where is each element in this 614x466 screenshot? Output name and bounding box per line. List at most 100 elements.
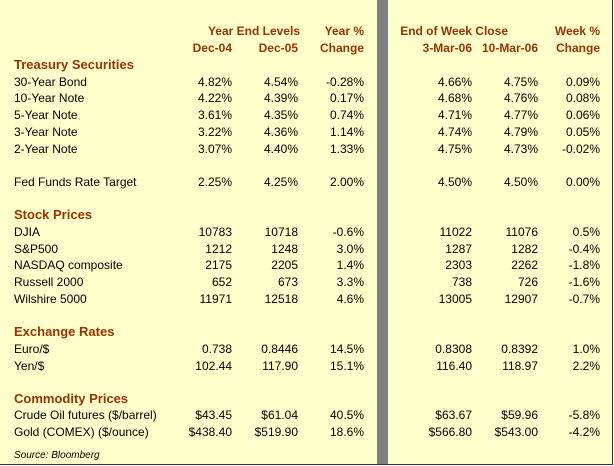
- cell: 1248: [271, 241, 298, 256]
- row-label: Fed Funds Rate Target: [14, 175, 137, 189]
- cell: 2303: [445, 258, 472, 273]
- cell: $63.67: [435, 408, 472, 423]
- cell: $61.04: [261, 408, 298, 423]
- cell: 1287: [445, 241, 472, 256]
- source: Source: Bloomberg: [14, 450, 100, 461]
- cell: 1.0%: [572, 341, 600, 356]
- cell: 738: [451, 275, 472, 290]
- cell: 4.77%: [503, 108, 538, 123]
- cell: 4.35%: [263, 108, 298, 123]
- row-label: 10-Year Note: [14, 91, 85, 106]
- cell: 118.97: [502, 358, 538, 373]
- section-title: Commodity Prices: [14, 390, 129, 406]
- cell: 2175: [205, 258, 232, 273]
- cell: 4.66%: [437, 74, 472, 89]
- cell: 0.17%: [329, 91, 364, 106]
- cell: $59.96: [501, 408, 538, 423]
- cell: -0.6%: [332, 224, 364, 239]
- cell: 11971: [199, 292, 232, 306]
- header-col: Change: [319, 41, 364, 55]
- cell: -0.28%: [325, 74, 364, 89]
- cell: 0.8392: [501, 341, 538, 356]
- cell: 0.74%: [329, 108, 364, 123]
- cell: 4.76%: [503, 91, 538, 106]
- row-label: NASDAQ composite: [14, 258, 123, 273]
- row-label: 2-Year Note: [14, 141, 78, 156]
- cell: 13005: [438, 292, 472, 306]
- cell: 15.1%: [329, 358, 364, 373]
- cell: 3.0%: [336, 241, 364, 256]
- cell: 0.8446: [261, 341, 298, 356]
- cell: 4.75%: [437, 141, 472, 156]
- row-label: 30-Year Bond: [14, 74, 87, 89]
- cell: -5.8%: [568, 408, 600, 423]
- cell: 0.09%: [565, 74, 600, 89]
- cell: -1.8%: [568, 258, 600, 273]
- cell: -0.7%: [568, 292, 600, 306]
- cell: 4.71%: [437, 108, 472, 123]
- cell: 2.25%: [197, 175, 232, 189]
- cell: $43.45: [195, 408, 232, 423]
- cell: 726: [517, 275, 538, 290]
- cell: $438.40: [188, 425, 232, 440]
- cell: 673: [277, 275, 298, 290]
- cell: 0.08%: [565, 91, 600, 106]
- cell: 4.68%: [437, 91, 472, 106]
- cell: 0.8308: [435, 341, 472, 356]
- cell: 4.40%: [263, 141, 298, 156]
- cell: $543.00: [494, 425, 538, 440]
- cell: -1.6%: [568, 275, 600, 290]
- cell: 11022: [439, 224, 472, 239]
- cell: 1212: [205, 241, 232, 256]
- cell: 4.74%: [437, 124, 472, 139]
- cell: 1.4%: [336, 258, 364, 273]
- cell: 10783: [198, 224, 232, 239]
- row-label: Wilshire 5000: [14, 292, 87, 306]
- header-group: End of Week Close: [400, 24, 508, 38]
- cell: -0.02%: [561, 141, 600, 156]
- divider: [377, 0, 388, 464]
- row-label: Euro/$: [14, 341, 50, 356]
- cell: 18.6%: [329, 425, 364, 440]
- cell: $566.80: [428, 425, 472, 440]
- cell: 4.25%: [263, 175, 298, 189]
- cell: 3.3%: [336, 275, 364, 290]
- cell: 0.738: [201, 341, 232, 356]
- header-col: Dec-04: [192, 41, 232, 55]
- header-col: 3-Mar-06: [422, 41, 472, 55]
- header-col: Change: [555, 41, 600, 55]
- cell: 4.22%: [197, 91, 232, 106]
- row-label: S&P500: [14, 241, 59, 256]
- cell: 652: [211, 275, 232, 290]
- section-title: Stock Prices: [14, 207, 93, 223]
- cell: 116.40: [436, 358, 472, 373]
- header-group: Year End Levels: [207, 24, 300, 38]
- cell: 102.44: [195, 358, 232, 373]
- header-col: 10-Mar-06: [481, 41, 538, 55]
- cell: 4.73%: [503, 141, 538, 156]
- cell: 0.00%: [565, 175, 600, 189]
- row-label: Crude Oil futures ($/barrel): [14, 408, 157, 423]
- cell: 1282: [511, 241, 538, 256]
- row-label: Russell 2000: [14, 275, 84, 290]
- cell: 4.6%: [336, 292, 364, 306]
- cell: 2.00%: [329, 175, 364, 189]
- section-title: Treasury Securities: [14, 57, 134, 72]
- cell: 11076: [505, 224, 538, 239]
- cell: -0.4%: [568, 241, 600, 256]
- cell: 4.39%: [263, 91, 298, 106]
- cell: 2262: [511, 258, 538, 273]
- section-title: Exchange Rates: [14, 324, 115, 340]
- cell: 3.07%: [197, 141, 232, 156]
- cell: 0.5%: [572, 224, 600, 239]
- header-col: Year %: [324, 24, 364, 38]
- row-label: 3-Year Note: [14, 124, 78, 139]
- row-label: DJIA: [14, 224, 41, 239]
- row-label: 5-Year Note: [14, 108, 78, 123]
- cell: 14.5%: [329, 341, 364, 356]
- cell: 12518: [264, 292, 298, 306]
- row-label: Gold (COMEX) ($/ounce): [14, 425, 149, 440]
- cell: -4.2%: [568, 425, 600, 440]
- cell: 117.90: [262, 358, 298, 373]
